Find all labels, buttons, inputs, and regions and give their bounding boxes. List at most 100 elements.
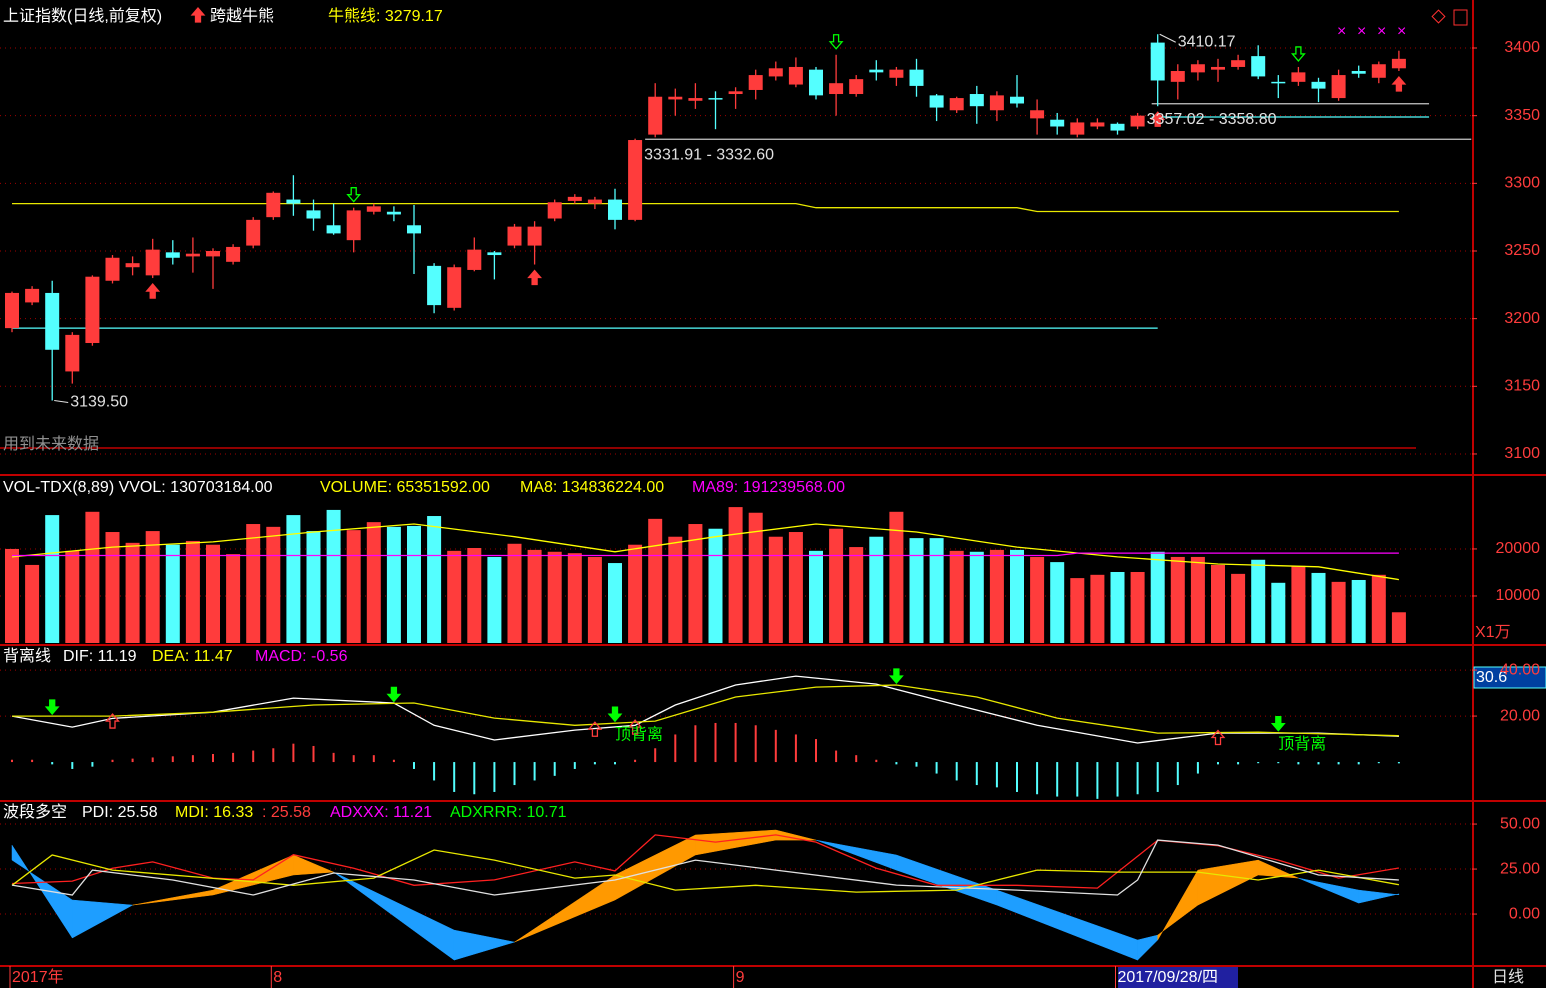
x-tick-label: 2017/09/28/四: [1118, 969, 1219, 986]
legend-entry: : 25.58: [262, 804, 311, 821]
volume-bar: [1251, 559, 1266, 643]
candle-body: [1130, 115, 1145, 127]
line: [11, 523, 1400, 581]
ribbon-segment: [293, 854, 334, 876]
volume-bar: [286, 515, 301, 643]
window-icons[interactable]: [1431, 9, 1468, 26]
volume-bar: [648, 518, 663, 643]
line: [12, 202, 1399, 213]
up-arrow: [527, 269, 543, 286]
volume-bar: [447, 550, 462, 643]
legend-entry: MA8: 134836224.00: [520, 479, 664, 496]
candle-body: [809, 69, 823, 96]
legend-entry: 背离线: [3, 647, 51, 665]
volume-bar: [25, 564, 40, 643]
up-arrow: [190, 7, 206, 23]
ribbon-segment: [72, 899, 134, 939]
candle-body: [547, 202, 562, 219]
candle-body: [1351, 71, 1366, 74]
line: [12, 552, 1399, 557]
volume-bar: [326, 509, 341, 643]
volume-bar: [1150, 551, 1165, 643]
candle-body: [1311, 81, 1326, 89]
x-tick-label: 9: [736, 969, 745, 986]
candle-body: [1150, 42, 1165, 81]
icon[interactable]: [1431, 9, 1446, 24]
volume-bar: [1291, 565, 1306, 643]
candle-body: [1090, 122, 1105, 127]
up-arrow: [145, 283, 161, 299]
candle-body: [909, 69, 924, 86]
line: [11, 849, 1400, 893]
down-arrow: [346, 187, 362, 203]
volume-bar: [1170, 556, 1185, 643]
candle-body: [206, 250, 220, 257]
volume-bar: [45, 515, 60, 643]
volume-bar: [386, 526, 401, 643]
candle-body: [849, 79, 864, 95]
candle-body: [145, 249, 160, 276]
y-tick-label: 0.00: [1509, 905, 1540, 922]
marker: ×: [1337, 23, 1346, 40]
candle-body: [407, 225, 421, 234]
candle-body: [85, 276, 100, 344]
candle-body: [1211, 66, 1225, 70]
volume-bar: [145, 531, 160, 643]
volume-bar: [668, 536, 683, 643]
down-arrow: [1270, 716, 1286, 732]
volume-bar: [949, 550, 964, 643]
candle-body: [447, 267, 462, 308]
candle-body: [788, 66, 803, 85]
candle-body: [427, 265, 442, 306]
candle-body: [668, 96, 683, 100]
legend-entry: 上证指数(日线,前复权): [3, 7, 162, 25]
down-arrow: [828, 34, 844, 50]
y-tick-label: 25.00: [1500, 860, 1540, 877]
volume-bar: [1391, 612, 1406, 643]
volume-bar: [226, 554, 241, 643]
volume-bar: [427, 516, 442, 643]
candle-body: [608, 199, 622, 220]
y-tick-label: 20.00: [1500, 707, 1540, 724]
candle-body: [105, 257, 120, 281]
volume-bar: [165, 544, 180, 643]
down-arrow: [44, 699, 60, 716]
candle-body: [45, 292, 60, 350]
annotation: 3139.50: [70, 394, 128, 411]
volume-bar: [487, 556, 502, 643]
cursor-date-box: [1118, 967, 1238, 988]
up-arrow: [1150, 111, 1166, 127]
legend-entry: PDI: 25.58: [82, 804, 158, 821]
candle-body: [768, 68, 783, 77]
annotation: 3331.91 - 3332.60: [644, 146, 774, 163]
y-tick-label: 10000: [1496, 587, 1541, 604]
volume-bar: [989, 549, 1004, 643]
volume-bar: [1371, 574, 1386, 643]
volume-bar: [1030, 556, 1045, 643]
volume-bar: [1331, 581, 1346, 643]
candle-body: [1271, 81, 1286, 84]
y-tick-label: 3200: [1504, 310, 1540, 327]
divergence-label: 顶背离: [615, 725, 663, 743]
volume-bar: [105, 532, 120, 643]
cursor-value: 30.6: [1476, 669, 1507, 686]
icon[interactable]: [1453, 9, 1468, 26]
volume-bar: [1110, 571, 1125, 643]
candle-body: [1231, 60, 1246, 67]
volume-bar: [809, 550, 823, 643]
legend-entry: 波段多空: [3, 803, 67, 821]
legend-entry: MA89: 191239568.00: [692, 479, 845, 496]
candle-body: [507, 226, 522, 246]
candle-body: [969, 94, 984, 107]
candle-body: [1110, 123, 1125, 131]
volume-bar: [628, 544, 643, 643]
candle-body: [648, 96, 663, 135]
legend-entry: VOL-TDX(8,89) VVOL: 130703184.00: [3, 479, 273, 496]
candle-body: [1070, 122, 1085, 135]
volume-bar: [788, 532, 803, 643]
candle-body: [1371, 64, 1386, 78]
legend-entry: DIF: 11.19: [63, 648, 137, 665]
marker: ×: [1357, 23, 1366, 40]
volume-bar: [527, 549, 542, 643]
